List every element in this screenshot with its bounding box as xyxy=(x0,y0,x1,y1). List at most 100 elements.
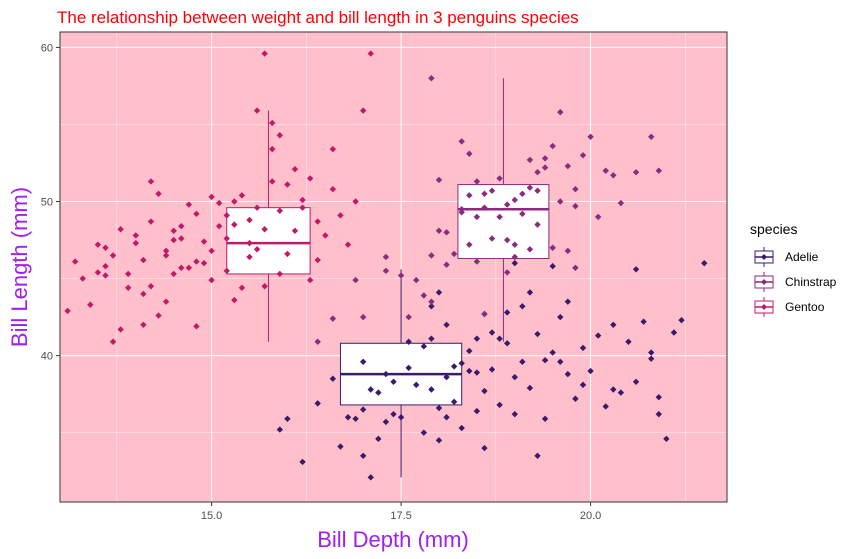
data-point xyxy=(458,209,465,216)
data-point xyxy=(488,329,496,336)
data-point xyxy=(473,213,481,221)
data-point xyxy=(71,258,79,265)
data-point xyxy=(382,253,390,261)
legend: species Adelie Chinstrap Gentoo xyxy=(750,221,837,319)
data-point xyxy=(208,193,215,201)
x-tick-label: 17.5 xyxy=(390,510,411,522)
box-body xyxy=(457,184,550,260)
data-point xyxy=(140,290,147,298)
data-point xyxy=(359,406,367,413)
data-point xyxy=(435,404,443,412)
data-point xyxy=(450,250,458,258)
data-point xyxy=(276,270,284,278)
data-point xyxy=(519,358,526,365)
data-point xyxy=(670,329,678,336)
data-point xyxy=(284,250,291,258)
data-point xyxy=(655,410,662,418)
data-point xyxy=(185,201,193,208)
data-point xyxy=(102,272,109,279)
data-point xyxy=(526,384,534,392)
legend-label: Adelie xyxy=(785,250,819,264)
data-point xyxy=(253,107,261,114)
data-point xyxy=(610,386,617,393)
data-point xyxy=(466,192,473,199)
data-point xyxy=(458,360,465,367)
data-point xyxy=(473,178,481,185)
data-point xyxy=(496,213,503,221)
data-point xyxy=(215,222,223,230)
data-point xyxy=(223,235,230,242)
data-point xyxy=(481,387,488,395)
data-point xyxy=(132,232,139,239)
data-point xyxy=(640,318,647,325)
data-point xyxy=(223,267,230,275)
data-point xyxy=(428,75,435,82)
data-point xyxy=(140,256,147,264)
data-point xyxy=(269,119,276,127)
data-point xyxy=(276,426,284,433)
data-point xyxy=(367,474,374,481)
data-point xyxy=(269,145,276,153)
data-point xyxy=(405,313,412,321)
data-point xyxy=(587,367,594,375)
data-point xyxy=(526,289,534,296)
plot-panel xyxy=(59,31,728,503)
data-point xyxy=(511,241,518,248)
data-point xyxy=(329,375,337,382)
data-point xyxy=(352,198,359,205)
y-tick-label: 40 xyxy=(41,351,53,363)
data-point xyxy=(314,400,321,407)
data-point xyxy=(147,283,155,290)
data-point xyxy=(632,169,640,176)
data-point xyxy=(488,366,496,373)
y-tick-label: 50 xyxy=(41,197,53,209)
data-point xyxy=(261,50,268,57)
data-point xyxy=(466,347,473,355)
data-point xyxy=(587,133,594,140)
data-point xyxy=(526,184,534,191)
boxplots xyxy=(226,78,550,478)
data-point xyxy=(375,435,382,443)
data-point xyxy=(617,389,625,396)
data-point xyxy=(420,429,428,436)
chart-title: The relationship between weight and bill… xyxy=(57,8,579,27)
data-point xyxy=(299,458,306,466)
data-point xyxy=(215,199,223,207)
data-point xyxy=(435,176,443,184)
data-point xyxy=(549,263,556,270)
data-point xyxy=(276,207,284,214)
data-point xyxy=(428,335,435,342)
data-point xyxy=(428,303,435,310)
data-point xyxy=(337,443,344,450)
data-point xyxy=(170,270,177,278)
data-point xyxy=(306,276,314,284)
data-point xyxy=(94,241,102,248)
data-point xyxy=(534,330,541,338)
data-point xyxy=(413,276,420,284)
data-point xyxy=(541,357,549,364)
data-point xyxy=(253,204,261,211)
data-point xyxy=(511,253,518,261)
data-point xyxy=(299,196,306,204)
data-point xyxy=(132,239,139,247)
data-point xyxy=(443,229,450,236)
data-point xyxy=(162,247,170,255)
data-point xyxy=(549,244,556,251)
data-point xyxy=(488,187,496,194)
data-point xyxy=(329,185,337,193)
data-point xyxy=(352,415,359,422)
data-point xyxy=(579,344,587,352)
data-point xyxy=(450,398,458,406)
y-axis-label: Bill Length (mm) xyxy=(7,187,32,347)
data-point xyxy=(344,241,352,248)
data-point xyxy=(185,264,193,271)
data-point xyxy=(701,259,708,267)
data-point xyxy=(405,338,412,345)
x-tick-label: 20.0 xyxy=(580,510,601,522)
data-point xyxy=(632,266,640,273)
data-point xyxy=(428,386,435,393)
data-point xyxy=(466,241,473,248)
data-point xyxy=(602,403,609,410)
y-tick-label: 60 xyxy=(41,42,53,54)
